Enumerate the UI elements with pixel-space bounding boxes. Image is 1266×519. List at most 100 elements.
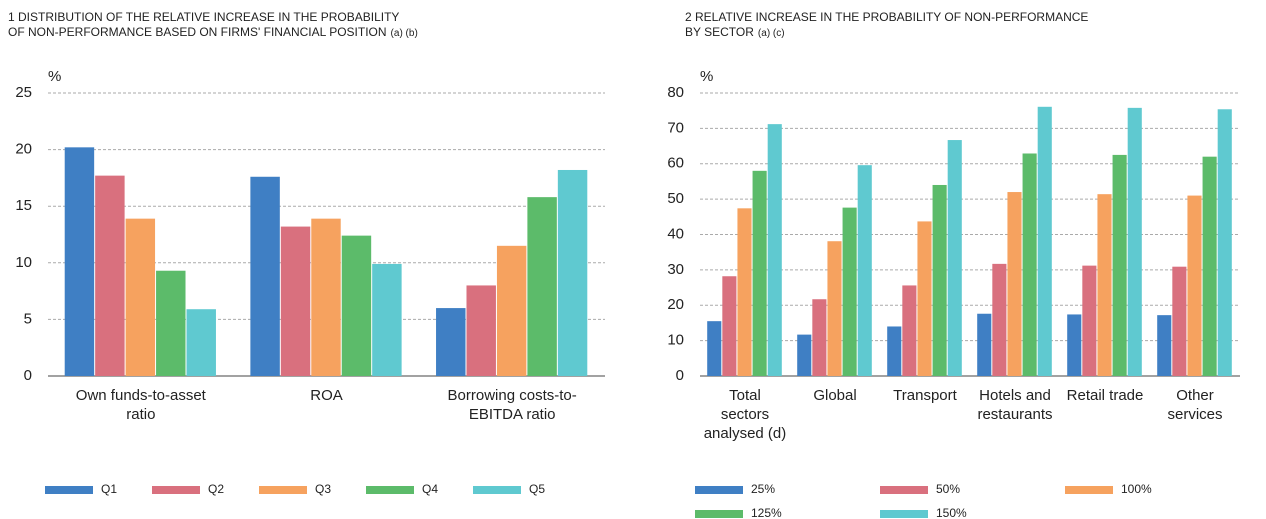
- legend-swatch: [880, 510, 928, 518]
- chart-title: BY SECTOR (a) (c): [685, 25, 785, 39]
- legend-label: 125%: [751, 506, 782, 519]
- bar: [752, 170, 767, 376]
- x-tick-label: EBITDA ratio: [469, 406, 556, 423]
- legend-label: 50%: [936, 482, 960, 496]
- bar: [95, 175, 125, 376]
- x-tick-label: restaurants: [977, 406, 1052, 423]
- bar: [842, 207, 857, 376]
- y-tick-label: 60: [667, 155, 684, 172]
- bar: [1097, 194, 1112, 376]
- bar: [341, 235, 372, 376]
- y-tick-label: 20: [667, 296, 684, 313]
- chart-title: 1 DISTRIBUTION OF THE RELATIVE INCREASE …: [8, 10, 399, 24]
- y-tick-label: 0: [676, 367, 684, 384]
- bar: [1187, 195, 1202, 376]
- y-tick-label: 5: [24, 310, 32, 327]
- bar: [902, 285, 917, 376]
- x-tick-label: Transport: [893, 387, 957, 404]
- bar: [947, 140, 962, 376]
- y-axis-label: %: [700, 68, 713, 85]
- y-tick-label: 80: [667, 84, 684, 101]
- bar: [797, 334, 812, 376]
- x-tick-label: Retail trade: [1067, 387, 1144, 404]
- title-notes: (a) (b): [391, 28, 418, 39]
- bar: [707, 321, 722, 376]
- bar: [767, 124, 782, 376]
- bar: [372, 263, 402, 376]
- y-tick-label: 70: [667, 119, 684, 136]
- x-tick-label: Global: [813, 387, 856, 404]
- bar: [917, 221, 932, 376]
- bar: [1127, 107, 1142, 377]
- legend-label: 100%: [1121, 482, 1152, 496]
- legend-label: Q1: [101, 482, 117, 496]
- legend-swatch: [366, 486, 414, 494]
- x-tick-label: Own funds-to-asset: [76, 387, 207, 404]
- legend-swatch: [45, 486, 93, 494]
- x-tick-label: ROA: [310, 387, 343, 404]
- chart-title: 2 RELATIVE INCREASE IN THE PROBABILITY O…: [685, 10, 1088, 24]
- bar: [496, 245, 527, 376]
- legend-label: 150%: [936, 506, 967, 519]
- y-tick-label: 15: [15, 197, 32, 214]
- x-tick-label: ratio: [126, 406, 155, 423]
- y-tick-label: 20: [15, 141, 32, 158]
- x-tick-label: Other: [1176, 387, 1214, 404]
- bar: [186, 309, 216, 376]
- bar: [1022, 153, 1037, 376]
- bar: [1172, 266, 1187, 376]
- bar: [311, 218, 341, 376]
- legend-swatch: [695, 510, 743, 518]
- x-tick-label: services: [1167, 406, 1222, 423]
- bar: [64, 147, 95, 376]
- legend-label: 25%: [751, 482, 775, 496]
- bar: [827, 241, 842, 376]
- legend-swatch: [473, 486, 521, 494]
- bar: [812, 299, 827, 376]
- bar: [527, 197, 557, 376]
- bar: [280, 226, 311, 376]
- chart-title: OF NON-PERFORMANCE BASED ON FIRMS' FINAN…: [8, 25, 418, 39]
- y-tick-label: 0: [24, 367, 32, 384]
- title-notes: (a) (c): [758, 28, 785, 39]
- y-tick-label: 50: [667, 190, 684, 207]
- bar: [156, 270, 186, 376]
- bar: [436, 308, 466, 376]
- bar: [557, 169, 588, 376]
- bar: [857, 165, 872, 376]
- bar: [1007, 192, 1022, 376]
- legend-swatch: [152, 486, 200, 494]
- x-tick-label: Hotels and: [979, 387, 1051, 404]
- x-tick-label: analysed (d): [704, 425, 787, 442]
- bar: [125, 218, 156, 376]
- y-axis-label: %: [48, 68, 61, 85]
- bar: [1082, 265, 1097, 376]
- x-tick-label: sectors: [721, 406, 769, 423]
- bar: [1067, 314, 1082, 376]
- bar: [1112, 154, 1127, 376]
- bar: [1157, 315, 1172, 376]
- y-tick-label: 25: [15, 84, 32, 101]
- y-tick-label: 40: [667, 225, 684, 242]
- legend-label: Q5: [529, 482, 545, 496]
- x-tick-label: Total: [729, 387, 761, 404]
- bar: [887, 326, 902, 376]
- legend-label: Q4: [422, 482, 438, 496]
- legend-swatch: [880, 486, 928, 494]
- bar: [1217, 109, 1232, 377]
- legend-swatch: [1065, 486, 1113, 494]
- bar: [722, 276, 737, 376]
- legend-label: Q3: [315, 482, 331, 496]
- legend-swatch: [259, 486, 307, 494]
- x-tick-label: Borrowing costs-to-: [448, 387, 577, 404]
- bar: [737, 208, 752, 376]
- y-tick-label: 10: [667, 332, 684, 349]
- bar: [250, 176, 280, 376]
- bar: [977, 313, 992, 376]
- legend-swatch: [695, 486, 743, 494]
- legend-label: Q2: [208, 482, 224, 496]
- bar: [932, 184, 947, 376]
- bar: [1037, 106, 1052, 376]
- y-tick-label: 10: [15, 254, 32, 271]
